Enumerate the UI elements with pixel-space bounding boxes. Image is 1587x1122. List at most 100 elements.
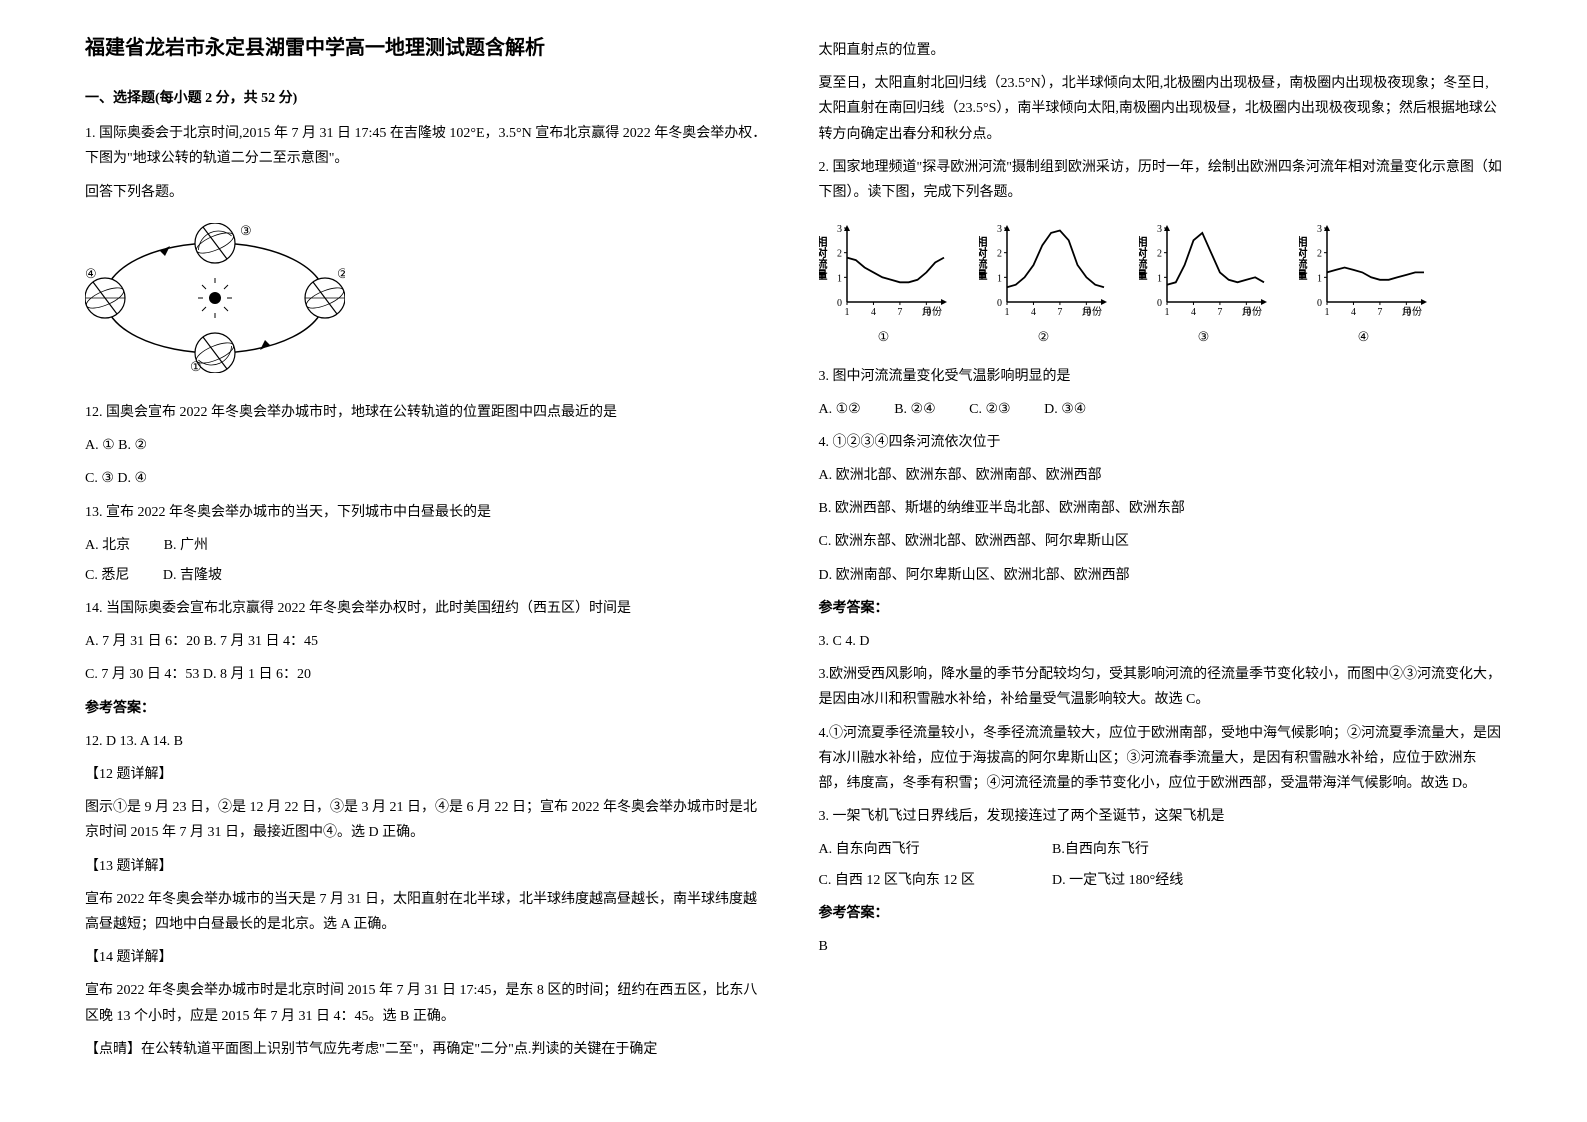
q3main-opts-row1: A. 自东向西飞行 B.自西向东飞行 — [819, 837, 1503, 862]
q12-opts-2: C. ③ D. ④ — [85, 466, 769, 491]
svg-text:1: 1 — [1164, 307, 1169, 318]
q1-prompt: 回答下列各题。 — [85, 180, 769, 205]
exp3-text: 3.欧洲受西风影响，降水量的季节分配较均匀，受其影响河流的径流量季节变化较小，而… — [819, 662, 1503, 712]
page-title: 福建省龙岩市永定县湖雷中学高一地理测试题含解析 — [85, 30, 769, 66]
svg-text:7: 7 — [1377, 307, 1382, 318]
orbit-label-4: ④ — [85, 266, 97, 281]
q3-opts: A. ①② B. ②④ C. ②③ D. ③④ — [819, 397, 1503, 422]
q14-opts-2: C. 7 月 30 日 4：53 D. 8 月 1 日 6：20 — [85, 662, 769, 687]
chart-2: 相对流量123014710月份 ② — [979, 220, 1109, 348]
q3main-opt-a: A. 自东向西飞行 — [819, 837, 1019, 862]
q13-opt-b: B. 广州 — [164, 533, 208, 558]
q2-answer-header: 参考答案： — [819, 596, 1503, 621]
q3-opt-a: A. ①② — [819, 397, 861, 422]
svg-text:0: 0 — [997, 298, 1002, 309]
q4-opt-c: C. 欧洲东部、欧洲北部、欧洲西部、阿尔卑斯山区 — [819, 529, 1503, 554]
exp12-header: 【12 题详解】 — [85, 762, 769, 787]
q13-opts-row1: A. 北京 B. 广州 — [85, 533, 769, 558]
svg-text:4: 4 — [1350, 307, 1355, 318]
svg-text:1: 1 — [844, 307, 849, 318]
svg-text:7: 7 — [1057, 307, 1062, 318]
orbit-diagram: ③ ② ① ④ — [85, 223, 345, 373]
q3main-opt-c: C. 自西 12 区飞向东 12 区 — [819, 868, 1019, 893]
q4-opt-d: D. 欧洲南部、阿尔卑斯山区、欧洲北部、欧洲西部 — [819, 563, 1503, 588]
q1-answers: 12. D 13. A 14. B — [85, 729, 769, 754]
chart-4: 相对流量123014710月份 ④ — [1299, 220, 1429, 348]
svg-text:1: 1 — [1324, 307, 1329, 318]
q4-opt-b: B. 欧洲西部、斯堪的纳维亚半岛北部、欧洲南部、欧洲东部 — [819, 496, 1503, 521]
cont1: 太阳直射点的位置。 — [819, 38, 1503, 63]
q2-answers: 3. C 4. D — [819, 629, 1503, 654]
q3main-opt-b: B.自西向东飞行 — [1052, 837, 1149, 862]
exp12-text: 图示①是 9 月 23 日，②是 12 月 22 日，③是 3 月 21 日，④… — [85, 795, 769, 845]
chart-4-label: ④ — [1358, 325, 1370, 348]
svg-text:相对流量: 相对流量 — [1299, 235, 1308, 280]
svg-text:2: 2 — [1157, 249, 1162, 260]
q4-text: 4. ①②③④四条河流依次位于 — [819, 430, 1503, 455]
left-column: 福建省龙岩市永定县湖雷中学高一地理测试题含解析 一、选择题(每小题 2 分，共 … — [60, 30, 794, 1092]
svg-text:4: 4 — [1190, 307, 1195, 318]
svg-text:0: 0 — [837, 298, 842, 309]
svg-text:1: 1 — [1317, 273, 1322, 284]
q13-opt-a: A. 北京 — [85, 533, 130, 558]
svg-text:1: 1 — [1157, 273, 1162, 284]
svg-text:月份: 月份 — [922, 306, 942, 318]
q13-opt-c: C. 悉尼 — [85, 563, 129, 588]
svg-text:0: 0 — [1317, 298, 1322, 309]
svg-text:2: 2 — [1317, 249, 1322, 260]
svg-text:3: 3 — [837, 224, 842, 235]
q3main-opt-d: D. 一定飞过 180°经线 — [1052, 868, 1183, 893]
right-column: 太阳直射点的位置。 夏至日，太阳直射北回归线（23.5°N），北半球倾向太阳,北… — [794, 30, 1528, 1092]
q3-opt-c: C. ②③ — [969, 397, 1010, 422]
q1-intro: 1. 国际奥委会于北京时间,2015 年 7 月 31 日 17:45 在吉隆坡… — [85, 121, 769, 171]
orbit-label-3: ③ — [240, 223, 252, 238]
q14-opts-1: A. 7 月 31 日 6：20 B. 7 月 31 日 4：45 — [85, 629, 769, 654]
q12-opts-1: A. ① B. ② — [85, 433, 769, 458]
svg-text:1: 1 — [1004, 307, 1009, 318]
svg-text:月份: 月份 — [1082, 306, 1102, 318]
q3-opt-d: D. ③④ — [1044, 397, 1086, 422]
svg-text:3: 3 — [1317, 224, 1322, 235]
svg-text:月份: 月份 — [1242, 306, 1262, 318]
chart-1: 相对流量123014710月份 ① — [819, 220, 949, 348]
q1-answer-header: 参考答案： — [85, 696, 769, 721]
section-1-header: 一、选择题(每小题 2 分，共 52 分) — [85, 86, 769, 111]
svg-text:1: 1 — [997, 273, 1002, 284]
q1-hint: 【点晴】在公转轨道平面图上识别节气应先考虑"二至"，再确定"二分"点.判读的关键… — [85, 1037, 769, 1062]
q3main-answer: B — [819, 934, 1503, 959]
q14-text: 14. 当国际奥委会宣布北京赢得 2022 年冬奥会举办权时，此时美国纽约（西五… — [85, 596, 769, 621]
q13-opt-d: D. 吉隆坡 — [163, 563, 222, 588]
svg-text:月份: 月份 — [1402, 306, 1422, 318]
chart-1-label: ① — [878, 325, 890, 348]
q3main-answer-header: 参考答案： — [819, 901, 1503, 926]
orbit-label-2: ② — [337, 266, 345, 281]
svg-text:相对流量: 相对流量 — [1139, 235, 1148, 280]
chart-3-label: ③ — [1198, 325, 1210, 348]
svg-text:1: 1 — [837, 273, 842, 284]
exp4-text: 4.①河流夏季径流量较小，冬季径流流量较大，应位于欧洲南部，受地中海气候影响；②… — [819, 721, 1503, 797]
chart-2-label: ② — [1038, 325, 1050, 348]
q13-opts-row2: C. 悉尼 D. 吉隆坡 — [85, 563, 769, 588]
q2-intro: 2. 国家地理频道"探寻欧洲河流"摄制组到欧洲采访，历时一年，绘制出欧洲四条河流… — [819, 155, 1503, 205]
q3-text: 3. 图中河流流量变化受气温影响明显的是 — [819, 364, 1503, 389]
exp14-header: 【14 题详解】 — [85, 945, 769, 970]
svg-text:4: 4 — [1030, 307, 1035, 318]
svg-text:7: 7 — [897, 307, 902, 318]
cont2: 夏至日，太阳直射北回归线（23.5°N），北半球倾向太阳,北极圈内出现极昼，南极… — [819, 71, 1503, 147]
svg-text:0: 0 — [1157, 298, 1162, 309]
q12-text: 12. 国奥会宣布 2022 年冬奥会举办城市时，地球在公转轨道的位置距图中四点… — [85, 400, 769, 425]
svg-text:4: 4 — [870, 307, 875, 318]
exp13-text: 宣布 2022 年冬奥会举办城市的当天是 7 月 31 日，太阳直射在北半球，北… — [85, 887, 769, 937]
chart-3: 相对流量123014710月份 ③ — [1139, 220, 1269, 348]
q3-opt-b: B. ②④ — [894, 397, 935, 422]
svg-text:2: 2 — [997, 249, 1002, 260]
river-charts: 相对流量123014710月份 ① 相对流量123014710月份 ② 相对流量… — [819, 220, 1503, 348]
q13-text: 13. 宣布 2022 年冬奥会举办城市的当天，下列城市中白昼最长的是 — [85, 500, 769, 525]
svg-text:7: 7 — [1217, 307, 1222, 318]
svg-text:相对流量: 相对流量 — [979, 235, 988, 280]
svg-text:2: 2 — [837, 249, 842, 260]
svg-text:3: 3 — [997, 224, 1002, 235]
q3main-text: 3. 一架飞机飞过日界线后，发现接连过了两个圣诞节，这架飞机是 — [819, 804, 1503, 829]
exp14-text: 宣布 2022 年冬奥会举办城市时是北京时间 2015 年 7 月 31 日 1… — [85, 978, 769, 1028]
q4-opt-a: A. 欧洲北部、欧洲东部、欧洲南部、欧洲西部 — [819, 463, 1503, 488]
